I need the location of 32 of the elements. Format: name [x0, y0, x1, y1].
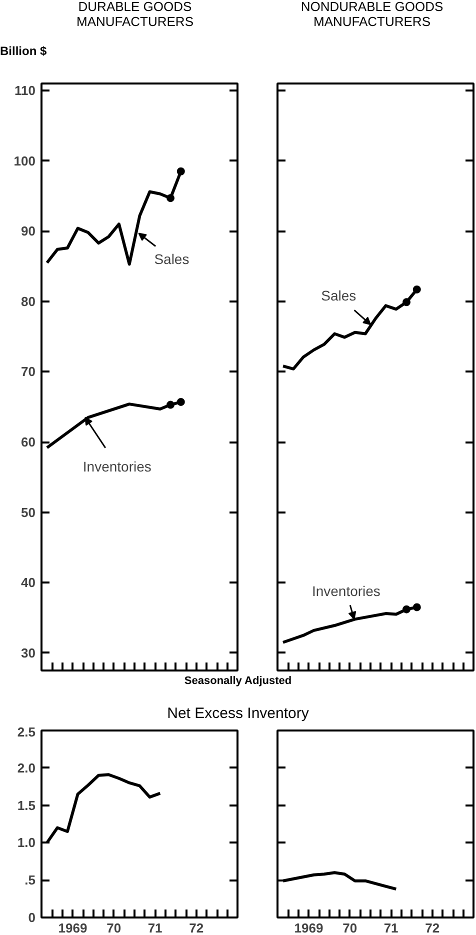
x-tick-label: 72	[189, 920, 204, 935]
x-tick-label: 72	[425, 920, 440, 935]
annotation: Inventories	[82, 458, 152, 474]
y-tick-label: 2.0	[17, 760, 36, 776]
x-tick-label: 70	[342, 920, 358, 935]
y-axis-title: Billion $	[0, 44, 47, 59]
y-tick-label: 100	[14, 153, 36, 168]
y-tick-label: 110	[14, 83, 36, 98]
chart-title: Net Excess Inventory	[167, 705, 309, 722]
y-tick-label: 50	[21, 504, 36, 520]
annotation: Sales	[154, 251, 190, 268]
y-tick-label: 1.0	[17, 835, 36, 850]
x-tick-label: 1969	[58, 920, 88, 935]
chart-title: NONDURABLE GOODS MANUFACTURERS	[300, 0, 444, 30]
y-tick-label: 40	[21, 575, 36, 590]
x-tick-label: 71	[148, 920, 162, 935]
y-tick-label: 90	[21, 224, 36, 239]
text: Seasonally Adjusted	[184, 675, 292, 688]
y-tick-label: 60	[21, 434, 36, 450]
y-tick-label: 30	[21, 645, 36, 660]
y-tick-label: 1.5	[17, 798, 36, 813]
annotation: Inventories	[312, 583, 380, 600]
x-tick-label: 71	[384, 920, 398, 935]
x-tick-label: 1969	[294, 920, 324, 935]
x-tick-label: 70	[106, 920, 122, 935]
y-tick-label: 80	[21, 294, 36, 309]
y-tick-label: 70	[21, 364, 36, 380]
annotation: Sales	[321, 288, 356, 304]
y-tick-label: .5	[24, 872, 36, 888]
chart-title: DURABLE GOODS MANUFACTURERS	[76, 0, 194, 30]
y-tick-label: 0	[28, 910, 36, 925]
y-tick-label: 2.5	[17, 724, 36, 740]
